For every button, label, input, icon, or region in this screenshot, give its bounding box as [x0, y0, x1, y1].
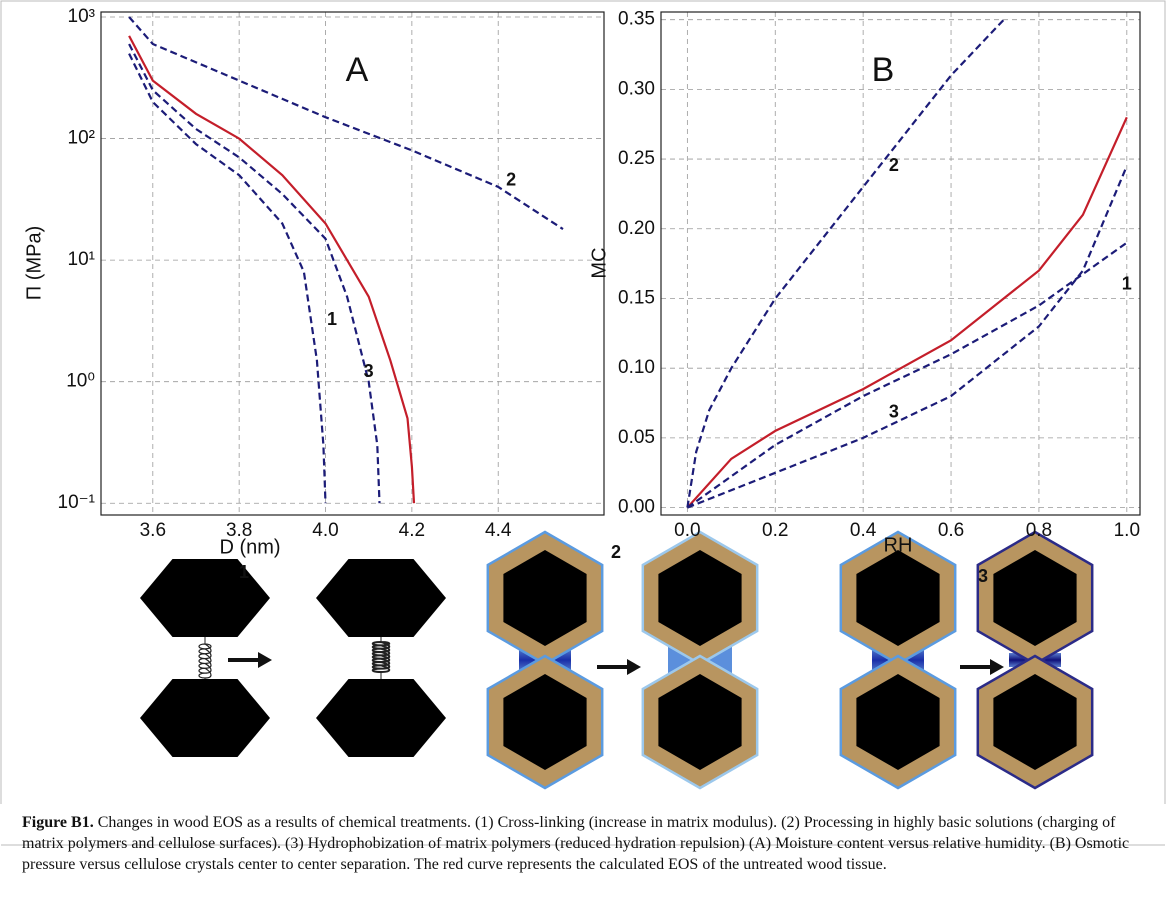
x-tick-label: 4.4: [485, 520, 512, 541]
y-tick-label: 0.35: [618, 9, 655, 30]
y-axis-title: Π (MPa): [23, 226, 45, 300]
arrow-head: [990, 659, 1004, 675]
y-tick-label: 10³: [68, 6, 95, 27]
hexagon-core: [856, 550, 940, 646]
y-tick-label: 0.00: [618, 497, 655, 518]
chart: 0.0 0.2 0.4 0.6 0.8 1.0 0.00 0.05 0.10 0.15 0.20 0.…: [588, 9, 1141, 556]
series-line: [686, 241, 1128, 509]
caption: Figure B1. Changes in wood EOS as a resu…: [22, 812, 1142, 875]
series-line: [128, 53, 327, 504]
panel-label: A: [346, 51, 369, 89]
x-tick-label: 0.6: [938, 520, 964, 541]
hexagon-core: [993, 674, 1077, 770]
x-tick-label: 3.6: [140, 520, 166, 541]
x-tick-label: 4.0: [312, 520, 338, 541]
hexagon-core: [658, 550, 742, 646]
y-tick-label: 0.10: [618, 357, 655, 378]
chart: 3.6 3.8 4.0 4.2 4.4 10⁻¹ 10⁰ 10¹ 10² 10³ 1 2 3 A D (nm…: [23, 6, 605, 558]
hexagon-core: [503, 550, 587, 646]
series-line: [128, 35, 416, 504]
hexagon: [140, 559, 270, 637]
hexagon-core: [658, 674, 742, 770]
diagram-label: 1: [239, 562, 249, 582]
hexagon: [316, 679, 446, 757]
plot-frame: [100, 11, 605, 516]
caption-border: [0, 1, 1166, 846]
diagrams: 1 2 3: [140, 530, 1094, 790]
plot-frame: [660, 11, 1141, 516]
series-line: [128, 43, 381, 504]
curve-label: 3: [364, 361, 374, 381]
arrow-head: [627, 659, 641, 675]
y-tick-label: 0.30: [618, 78, 655, 99]
curve-label: 2: [506, 169, 516, 189]
spring: [371, 640, 391, 674]
y-tick-label: 10²: [68, 128, 95, 149]
arrow-head: [258, 652, 272, 668]
x-tick-label: 4.2: [399, 520, 425, 541]
x-tick-label: 1.0: [1114, 520, 1140, 541]
curve-label: 2: [889, 155, 899, 175]
series-line: [686, 165, 1128, 509]
spring: [198, 643, 212, 679]
hexagon: [140, 679, 270, 757]
hexagon-core: [856, 674, 940, 770]
x-tick-label: 3.8: [226, 520, 252, 541]
curve-label: 3: [889, 402, 899, 422]
curve-label: 1: [1122, 273, 1132, 293]
panel-label: B: [872, 51, 895, 89]
y-tick-label: 0.15: [618, 288, 655, 309]
caption-label: Figure B1.: [22, 814, 94, 831]
series-line: [686, 18, 1005, 508]
x-tick-label: 0.4: [850, 520, 877, 541]
y-tick-label: 10¹: [68, 249, 95, 270]
y-tick-label: 10⁻¹: [58, 492, 96, 513]
curve-label: 1: [327, 309, 337, 329]
hexagon-core: [503, 674, 587, 770]
x-tick-label: 0.2: [762, 520, 788, 541]
y-tick-label: 0.20: [618, 218, 655, 239]
y-tick-label: 0.25: [618, 148, 655, 169]
y-tick-label: 10⁰: [66, 371, 95, 392]
diagram-label: 3: [978, 566, 988, 586]
y-tick-label: 0.05: [618, 427, 655, 448]
series-line: [128, 16, 564, 231]
x-axis-title: RH: [884, 534, 913, 556]
caption-text: Changes in wood EOS as a results of chem…: [22, 814, 1130, 873]
y-axis-title: MC: [588, 247, 610, 278]
hexagon: [316, 559, 446, 637]
diagram-label: 2: [611, 542, 621, 562]
x-tick-label: 0.0: [674, 520, 700, 541]
x-axis-title: D (nm): [219, 536, 280, 558]
series-line: [686, 116, 1128, 509]
hexagon-core: [993, 550, 1077, 646]
x-tick-label: 0.8: [1026, 520, 1052, 541]
